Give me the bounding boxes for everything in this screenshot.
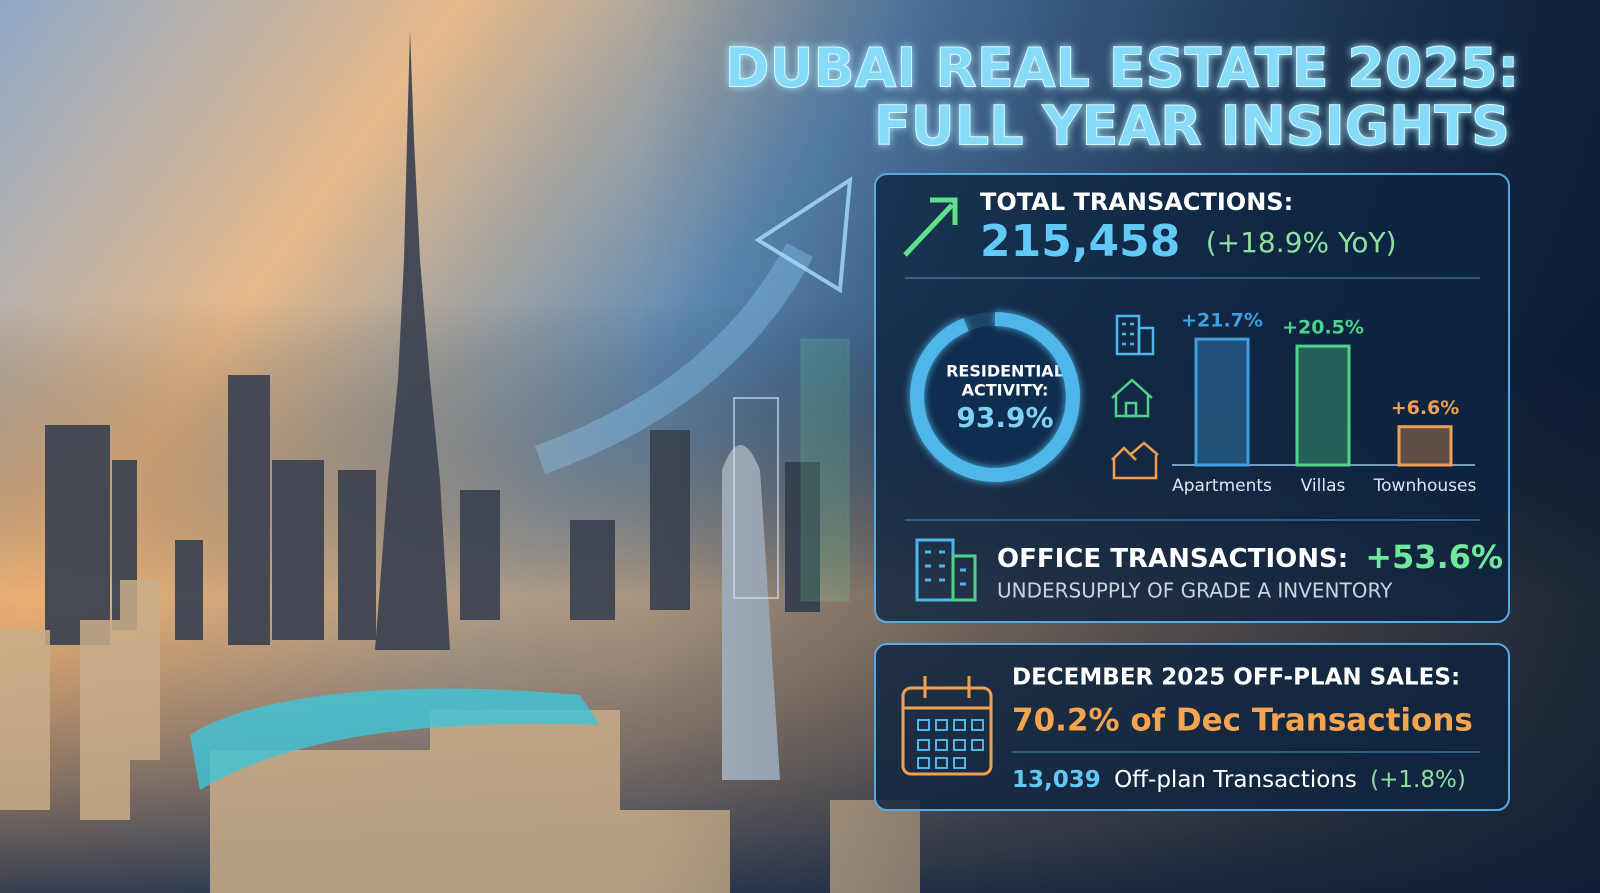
office-change: +53.6% xyxy=(1365,538,1503,576)
bar xyxy=(1295,344,1351,467)
offplan-detail: 13,039 Off-plan Transactions (+1.8%) xyxy=(1012,767,1466,793)
growth-icon xyxy=(903,197,958,257)
bar xyxy=(1194,337,1250,467)
bar-value-label: +21.7% xyxy=(1181,310,1263,332)
offplan-count: 13,039 xyxy=(1012,767,1101,793)
bar-chart: +21.7% Apartments +20.5% Villas +6.6% Townhou… xyxy=(1172,310,1476,496)
bar-category-label: Apartments xyxy=(1172,476,1272,496)
donut-value-label: 93.9% xyxy=(956,401,1053,434)
office-icon xyxy=(915,538,977,602)
title: DUBAI REAL ESTATE 2025: FULL YEAR INSIGH… xyxy=(724,36,1519,158)
office-line: OFFICE TRANSACTIONS: +53.6% xyxy=(997,538,1503,576)
donut-label: RESIDENTIAL xyxy=(946,362,1064,381)
office-note: UNDERSUPPLY OF GRADE A INVENTORY xyxy=(997,579,1393,603)
donut-chart: RESIDENTIAL ACTIVITY: 93.9% xyxy=(910,312,1080,482)
property-icons xyxy=(1111,314,1159,480)
bar-category-label: Villas xyxy=(1301,476,1346,496)
office-label: OFFICE TRANSACTIONS: xyxy=(997,544,1348,574)
bar-value-label: +6.6% xyxy=(1391,397,1460,419)
donut-label: ACTIVITY: xyxy=(962,381,1049,400)
offplan-label: DECEMBER 2025 OFF-PLAN SALES: xyxy=(1012,665,1460,691)
offplan-headline: 70.2% of Dec Transactions xyxy=(1012,703,1473,739)
total-label: TOTAL TRANSACTIONS: xyxy=(980,188,1293,216)
bar-value-label: +20.5% xyxy=(1282,317,1364,339)
total-line: 215,458 (+18.9% YoY) xyxy=(980,216,1397,267)
offplan-panel xyxy=(874,643,1510,811)
title-line: DUBAI REAL ESTATE 2025: xyxy=(725,37,1519,100)
offplan-change: (+1.8%) xyxy=(1370,767,1466,793)
calendar-icon xyxy=(901,676,993,776)
stats-panel xyxy=(874,173,1510,623)
donut-arc xyxy=(910,312,1080,482)
total-value: 215,458 xyxy=(980,216,1180,267)
bar xyxy=(1397,425,1453,467)
bar-category-label: Townhouses xyxy=(1373,476,1477,496)
total-change: (+18.9% YoY) xyxy=(1206,226,1397,259)
offplan-count-text: Off-plan Transactions xyxy=(1114,767,1357,793)
title-line: FULL YEAR INSIGHTS xyxy=(874,95,1510,158)
